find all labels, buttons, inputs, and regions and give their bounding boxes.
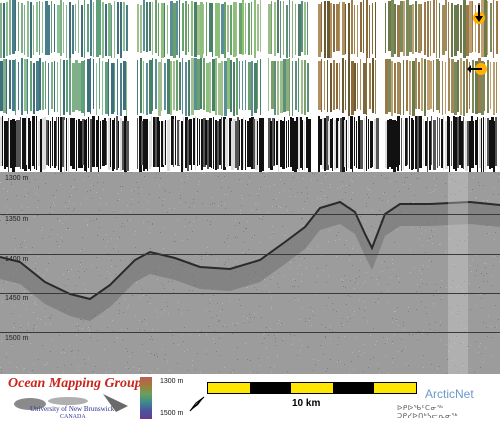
depth-gridline-1450 xyxy=(0,293,500,294)
scale-bar xyxy=(207,382,417,394)
scale-bar-segment xyxy=(291,383,333,393)
sun-icon-illumination-top xyxy=(468,4,490,26)
footer: Ocean Mapping Group University of New Br… xyxy=(0,374,500,424)
colorbar-top-label: 1300 m xyxy=(160,378,184,385)
logo-title: Ocean Mapping Group xyxy=(8,376,142,391)
depth-colorbar xyxy=(140,377,152,419)
scale-bar-label: 10 km xyxy=(292,398,321,409)
scale-bar-segment xyxy=(332,383,375,393)
mosaic-strip-sun-top xyxy=(0,0,500,58)
depth-gridline-1350 xyxy=(0,214,500,215)
north-arrow-icon xyxy=(189,396,205,412)
scale-bar-segment xyxy=(249,383,292,393)
depth-label-1500: 1500 m xyxy=(5,335,29,342)
depth-label-1350: 1350 m xyxy=(5,216,29,223)
university-country: CANADA xyxy=(60,414,86,420)
scale-bar-segment xyxy=(374,383,416,393)
partner-syllabics: ᐅᑭᐅᖃᑦᑕᓂᖅ ᑐᑭᓯᐅᑎᒃᓴᓕᕆᓂᖅ xyxy=(397,404,458,420)
sun-icon-illumination-side xyxy=(466,58,488,80)
mosaic-strip-sun-side xyxy=(0,58,500,116)
omg-logo-graphic xyxy=(14,394,128,412)
sub-bottom-profile: 1300 m 1350 m 1400 m 1450 m 1500 m xyxy=(0,172,500,374)
depth-label-1450: 1450 m xyxy=(5,295,29,302)
depth-label-1400: 1400 m xyxy=(5,256,29,263)
profile-seabed xyxy=(0,172,500,374)
mosaic-strip-backscatter xyxy=(0,116,500,172)
depth-gridline-1500 xyxy=(0,332,500,333)
partner-logo-text: ArcticNet xyxy=(425,387,474,401)
depth-label-1300: 1300 m xyxy=(5,175,29,182)
colorbar-bottom-label: 1500 m xyxy=(160,410,184,417)
depth-gridline-1400 xyxy=(0,254,500,255)
university-name: University of New Brunswick xyxy=(30,405,115,413)
scale-bar-segment xyxy=(208,383,250,393)
